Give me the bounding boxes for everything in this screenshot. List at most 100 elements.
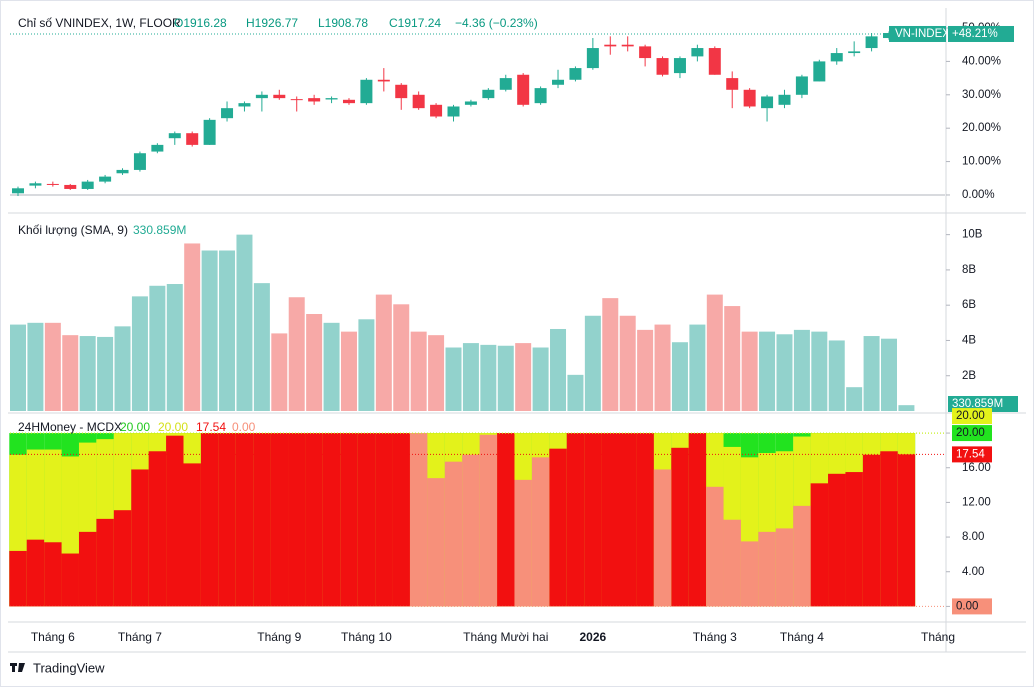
candle-body: [464, 101, 477, 105]
mcdx-bar: [409, 433, 428, 607]
volume-bar: [428, 335, 445, 411]
mcdx-bar: [96, 518, 114, 607]
candle-body: [342, 99, 355, 104]
candle-body: [325, 98, 338, 100]
candle-body: [99, 176, 112, 182]
candle-body: [447, 106, 460, 117]
candle-body: [865, 36, 878, 49]
candle-body: [708, 48, 721, 75]
brand: TradingView: [33, 660, 105, 675]
mcdx-bar: [688, 433, 707, 607]
candle-body: [761, 96, 774, 109]
candle-body: [12, 188, 24, 194]
volume-bar: [515, 343, 532, 411]
candle-body: [395, 84, 408, 99]
legend-value: 0.00: [232, 420, 256, 434]
candle-body: [726, 78, 739, 90]
x-tick-label: Tháng Mười hai: [463, 630, 548, 644]
volume-bar: [497, 345, 514, 411]
x-tick-label: Tháng 4: [780, 630, 824, 644]
mcdx-bar: [235, 433, 254, 607]
last-price-label: +48.21%: [952, 28, 998, 40]
y-tick-label: 4.00: [962, 566, 984, 578]
candle-body: [360, 79, 373, 104]
candle-body: [517, 74, 530, 105]
candle-body: [499, 78, 512, 90]
candle-body: [46, 183, 59, 185]
volume-bar: [62, 335, 79, 411]
mcdx-bar: [479, 434, 498, 607]
mcdx-bar: [497, 433, 515, 607]
candle-body: [621, 44, 634, 47]
last-mcdx-label: 0.00: [956, 600, 978, 612]
volume-bar: [27, 322, 44, 411]
volume-bar: [79, 336, 96, 411]
candle-body: [64, 184, 77, 189]
candle-body: [604, 44, 617, 47]
candle-body: [813, 61, 826, 82]
mcdx-bar: [340, 433, 358, 607]
mcdx-bar: [375, 433, 393, 607]
volume-bar: [410, 331, 427, 411]
volume-bar: [166, 284, 183, 411]
mcdx-bar: [200, 433, 219, 607]
mcdx-bar: [723, 519, 741, 607]
mcdx-bar: [427, 478, 445, 607]
last-mcdx-label: 17.54: [956, 448, 985, 460]
candle-body: [290, 99, 303, 101]
candle-body: [534, 88, 547, 104]
volume-bar: [602, 298, 619, 411]
candle-body: [552, 79, 565, 85]
mcdx-bar: [880, 451, 898, 607]
y-tick-label: 10B: [962, 229, 983, 241]
volume-bar: [358, 319, 375, 411]
volume-bar: [219, 250, 236, 411]
y-tick-label: 8.00: [962, 531, 984, 543]
last-mcdx-label: 20.00: [956, 410, 985, 422]
volume-bar: [393, 304, 410, 411]
mcdx-bar: [845, 472, 863, 607]
volume-bar: [793, 329, 810, 411]
volume-bar: [480, 344, 497, 411]
mcdx-bar: [549, 448, 567, 607]
volume-bar: [184, 243, 201, 411]
last-mcdx-label: 20.00: [956, 427, 985, 439]
mcdx-bar: [183, 463, 201, 607]
mcdx-bar: [462, 454, 480, 607]
volume-bar: [811, 331, 828, 411]
candle-body: [238, 103, 251, 107]
last-mcdx-label-bg: [952, 446, 992, 463]
x-tick-label: Tháng 7: [118, 630, 162, 644]
volume-bar: [654, 324, 671, 411]
mcdx-bar: [706, 486, 724, 607]
ohlc-value: H1926.77: [246, 16, 298, 30]
mcdx-bar: [26, 539, 45, 607]
volume-bar: [44, 322, 61, 411]
candle-body: [308, 98, 321, 102]
mcdx-bar: [740, 541, 759, 607]
y-tick-label: 40.00%: [962, 55, 1001, 67]
tradingview-logo: TradingView: [10, 660, 105, 675]
candle-body: [133, 153, 146, 170]
volume-bar: [131, 296, 148, 411]
volume-bar: [689, 324, 706, 411]
volume-bar: [881, 338, 897, 411]
mcdx-bar: [810, 483, 829, 607]
candle-body: [412, 94, 425, 109]
mcdx-bar: [322, 433, 341, 607]
x-tick-label: Tháng 3: [693, 630, 737, 644]
y-tick-label: 4B: [962, 334, 976, 346]
volume-bar: [201, 250, 218, 411]
y-tick-label: 0.00%: [962, 189, 995, 201]
y-tick-label: 16.00: [962, 462, 991, 474]
volume-bar: [236, 234, 253, 411]
legend-value: 17.54: [196, 420, 226, 434]
x-tick-label: 2026: [580, 630, 607, 644]
mcdx-bar: [566, 433, 585, 607]
volume-bar: [532, 347, 549, 411]
volume-bar: [637, 329, 654, 411]
legend-value: 20.00: [120, 420, 150, 434]
y-tick-label: 6B: [962, 299, 976, 311]
